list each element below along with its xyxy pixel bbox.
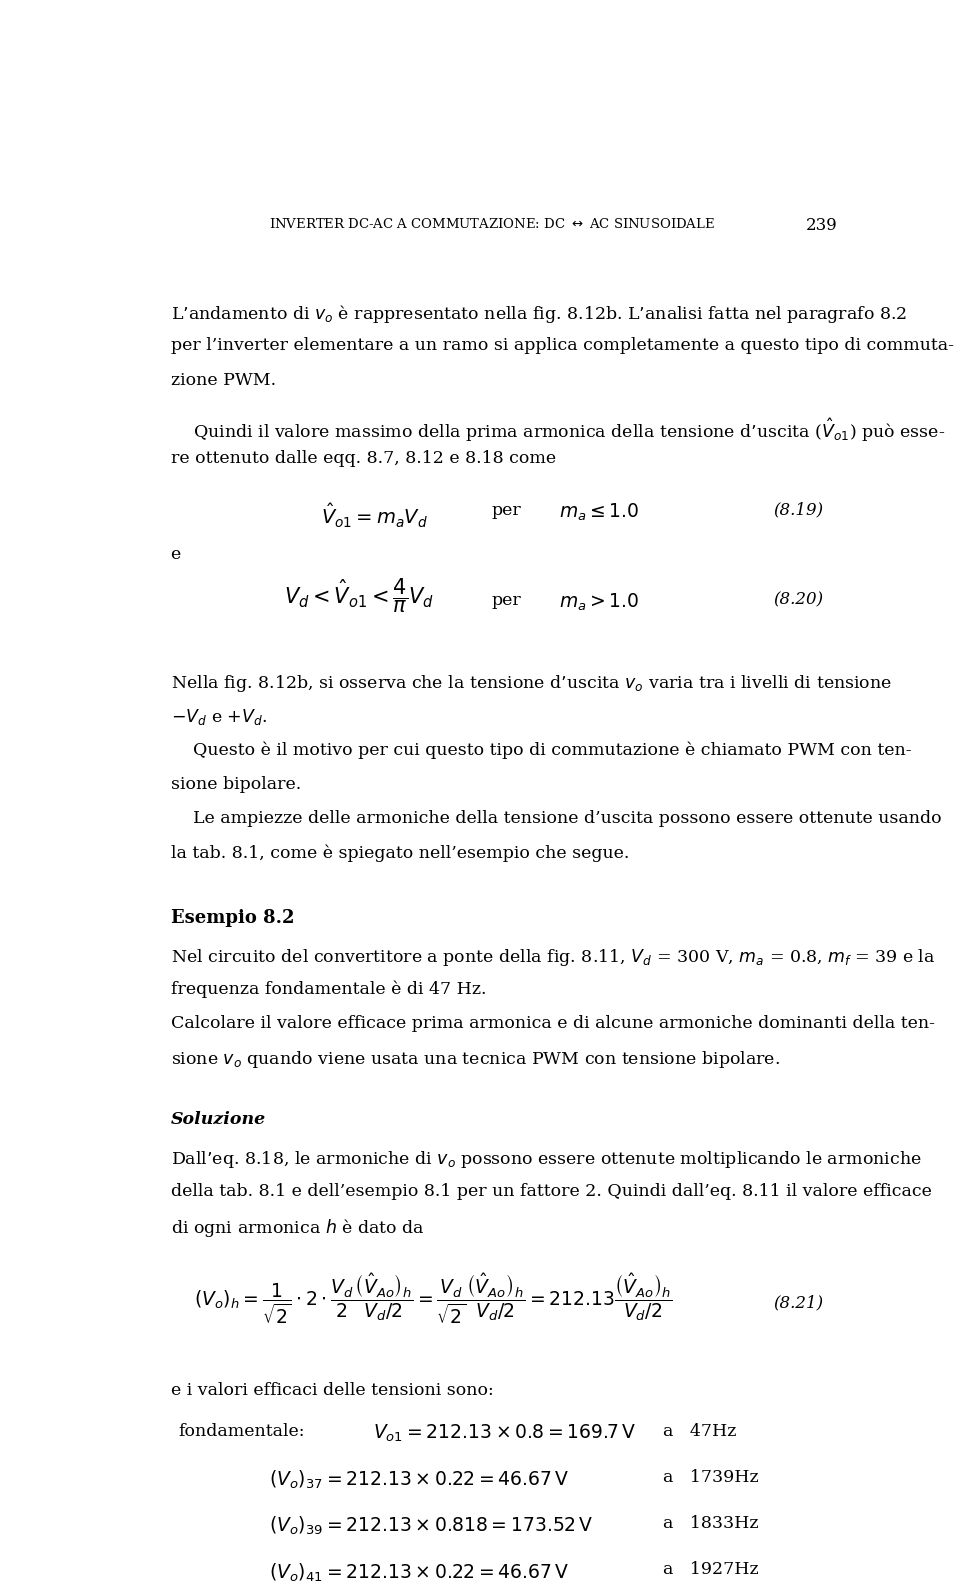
Text: 239: 239 (806, 218, 838, 235)
Text: re ottenuto dalle eqq. 8.7, 8.12 e 8.18 come: re ottenuto dalle eqq. 8.7, 8.12 e 8.18 … (171, 451, 556, 467)
Text: Quindi il valore massimo della prima armonica della tensione d’uscita ($\hat{V}_: Quindi il valore massimo della prima arm… (171, 416, 945, 443)
Text: di ogni armonica $h$ è dato da: di ogni armonica $h$ è dato da (171, 1216, 424, 1239)
Text: L’andamento di $v_o$ è rappresentato nella fig. 8.12b. L’analisi fatta nel parag: L’andamento di $v_o$ è rappresentato nel… (171, 303, 906, 326)
Text: frequenza fondamentale è di 47 Hz.: frequenza fondamentale è di 47 Hz. (171, 981, 486, 999)
Text: $m_a \leq 1.0$: $m_a \leq 1.0$ (559, 502, 639, 522)
Text: $\left(V_o\right)_{39} = 212.13 \times 0.818 = 173.52\,\mathrm{V}$: $\left(V_o\right)_{39} = 212.13 \times 0… (269, 1515, 593, 1537)
Text: Esempio 8.2: Esempio 8.2 (171, 908, 294, 927)
Text: a   47Hz: a 47Hz (663, 1423, 736, 1440)
Text: della tab. 8.1 e dell’esempio 8.1 per un fattore 2. Quindi dall’eq. 8.11 il valo: della tab. 8.1 e dell’esempio 8.1 per un… (171, 1183, 931, 1201)
Text: Soluzione: Soluzione (171, 1112, 266, 1127)
Text: INVERTER DC-AC A COMMUTAZIONE: DC $\leftrightarrow$ AC SINUSOIDALE: INVERTER DC-AC A COMMUTAZIONE: DC $\left… (269, 218, 715, 232)
Text: e i valori efficaci delle tensioni sono:: e i valori efficaci delle tensioni sono: (171, 1382, 493, 1399)
Text: Nella fig. 8.12b, si osserva che la tensione d’uscita $v_o$ varia tra i livelli : Nella fig. 8.12b, si osserva che la tens… (171, 673, 892, 694)
Text: a   1833Hz: a 1833Hz (663, 1515, 758, 1532)
Text: $\left(V_o\right)_h = \dfrac{1}{\sqrt{2}} \cdot 2 \cdot \dfrac{V_d}{2} \dfrac{\l: $\left(V_o\right)_h = \dfrac{1}{\sqrt{2}… (194, 1272, 673, 1326)
Text: Dall’eq. 8.18, le armoniche di $v_o$ possono essere ottenute moltiplicando le ar: Dall’eq. 8.18, le armoniche di $v_o$ pos… (171, 1148, 922, 1170)
Text: $V_{o1} = 212.13 \times 0.8 = 169.7\,\mathrm{V}$: $V_{o1} = 212.13 \times 0.8 = 169.7\,\ma… (372, 1423, 636, 1443)
Text: a   1927Hz: a 1927Hz (663, 1561, 758, 1578)
Text: Questo è il motivo per cui questo tipo di commutazione è chiamato PWM con ten-: Questo è il motivo per cui questo tipo d… (171, 742, 911, 759)
Text: Le ampiezze delle armoniche della tensione d’uscita possono essere ottenute usan: Le ampiezze delle armoniche della tensio… (171, 810, 941, 827)
Text: Calcolare il valore efficace prima armonica e di alcune armoniche dominanti dell: Calcolare il valore efficace prima armon… (171, 1015, 935, 1032)
Text: $\left(V_o\right)_{41} = 212.13 \times 0.22 = 46.67\,\mathrm{V}$: $\left(V_o\right)_{41} = 212.13 \times 0… (269, 1561, 569, 1583)
Text: sione $v_o$ quando viene usata una tecnica PWM con tensione bipolare.: sione $v_o$ quando viene usata una tecni… (171, 1050, 780, 1070)
Text: fondamentale:: fondamentale: (178, 1423, 304, 1440)
Text: $m_a > 1.0$: $m_a > 1.0$ (559, 592, 639, 613)
Text: a   1739Hz: a 1739Hz (663, 1469, 758, 1486)
Text: $-V_d$ e $+V_d$.: $-V_d$ e $+V_d$. (171, 707, 267, 727)
Text: $\hat{V}_{o1} = m_a V_d$: $\hat{V}_{o1} = m_a V_d$ (321, 502, 428, 530)
Text: zione PWM.: zione PWM. (171, 372, 276, 389)
Text: la tab. 8.1, come è spiegato nell’esempio che segue.: la tab. 8.1, come è spiegato nell’esempi… (171, 843, 629, 862)
Text: $\left(V_o\right)_{37} = 212.13 \times 0.22 = 46.67\,\mathrm{V}$: $\left(V_o\right)_{37} = 212.13 \times 0… (269, 1469, 569, 1491)
Text: per l’inverter elementare a un ramo si applica completamente a questo tipo di co: per l’inverter elementare a un ramo si a… (171, 337, 953, 354)
Text: per: per (492, 502, 521, 519)
Text: e: e (171, 546, 180, 564)
Text: sione bipolare.: sione bipolare. (171, 775, 300, 792)
Text: per: per (492, 592, 521, 608)
Text: Nel circuito del convertitore a ponte della fig. 8.11, $V_d$ = 300 V, $m_a$ = 0.: Nel circuito del convertitore a ponte de… (171, 946, 935, 967)
Text: $V_d < \hat{V}_{o1} < \dfrac{4}{\pi} V_d$: $V_d < \hat{V}_{o1} < \dfrac{4}{\pi} V_d… (284, 576, 434, 616)
Text: (8.21): (8.21) (773, 1294, 823, 1312)
Text: (8.19): (8.19) (773, 502, 823, 519)
Text: (8.20): (8.20) (773, 592, 823, 608)
